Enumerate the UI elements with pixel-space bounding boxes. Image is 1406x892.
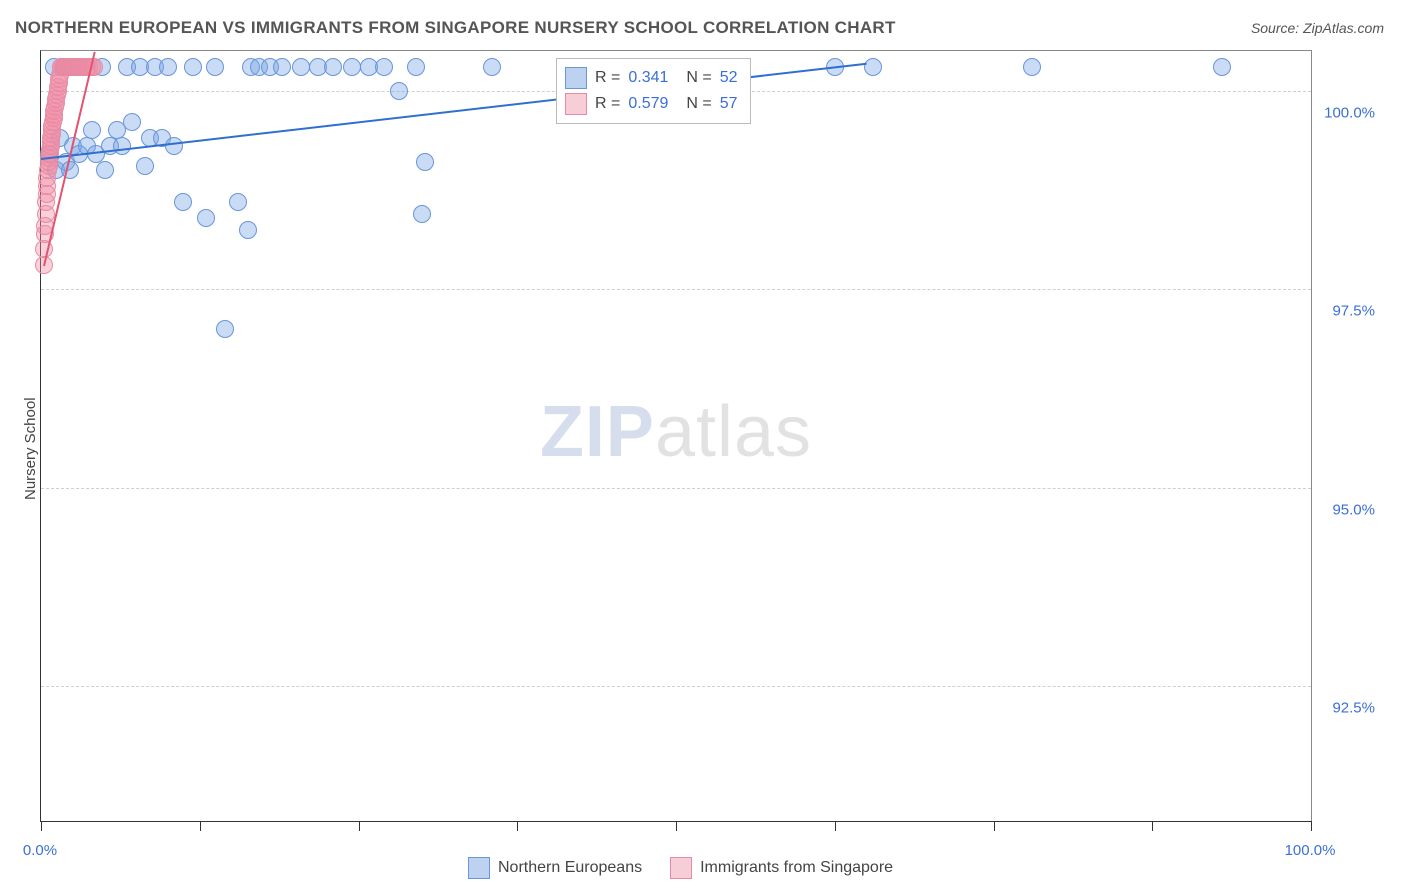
x-tick	[1311, 821, 1312, 831]
data-point-northern	[343, 58, 361, 76]
bottom-legend-item-northern: Northern Europeans	[468, 857, 642, 879]
legend-n-label: N =	[686, 95, 711, 113]
bottom-legend-item-singapore: Immigrants from Singapore	[670, 857, 893, 879]
x-tick-label: 100.0%	[1285, 842, 1336, 859]
data-point-northern	[184, 58, 202, 76]
data-point-northern	[83, 121, 101, 139]
watermark-left: ZIP	[540, 392, 655, 472]
data-point-northern	[483, 58, 501, 76]
source-value: ZipAtlas.com	[1303, 20, 1384, 36]
gridline-h	[41, 289, 1311, 290]
legend-r-label: R =	[595, 69, 620, 87]
bottom-legend-swatch-singapore	[670, 857, 692, 879]
legend-n-value: 57	[720, 95, 738, 113]
data-point-northern	[113, 137, 131, 155]
data-point-northern	[390, 82, 408, 100]
bottom-legend-label: Immigrants from Singapore	[700, 859, 893, 877]
scatter-plot-area: ZIPatlas 92.5%95.0%97.5%100.0%	[40, 50, 1312, 822]
data-point-northern	[229, 193, 247, 211]
legend-r-label: R =	[595, 95, 620, 113]
legend-n-label: N =	[686, 69, 711, 87]
data-point-northern	[375, 58, 393, 76]
y-tick-label: 100.0%	[1324, 104, 1375, 121]
data-point-northern	[159, 58, 177, 76]
x-tick	[41, 821, 42, 831]
bottom-legend-label: Northern Europeans	[498, 859, 642, 877]
legend-row-northern: R = 0.341 N = 52	[565, 65, 738, 91]
source-label: Source:	[1251, 20, 1299, 36]
data-point-northern	[216, 320, 234, 338]
data-point-northern	[407, 58, 425, 76]
legend-row-singapore: R = 0.579 N = 57	[565, 91, 738, 117]
gridline-h	[41, 686, 1311, 687]
x-tick	[676, 821, 677, 831]
data-point-northern	[239, 221, 257, 239]
data-point-northern	[136, 157, 154, 175]
x-tick	[1152, 821, 1153, 831]
series-legend: Northern Europeans Immigrants from Singap…	[468, 857, 893, 879]
y-tick-label: 97.5%	[1332, 303, 1375, 320]
data-point-northern	[273, 58, 291, 76]
watermark: ZIPatlas	[540, 391, 812, 473]
data-point-northern	[174, 193, 192, 211]
data-point-northern	[206, 58, 224, 76]
data-point-northern	[324, 58, 342, 76]
legend-r-value: 0.579	[628, 95, 668, 113]
x-tick	[200, 821, 201, 831]
bottom-legend-swatch-northern	[468, 857, 490, 879]
watermark-right: atlas	[655, 392, 812, 472]
data-point-northern	[864, 58, 882, 76]
legend-r-value: 0.341	[628, 69, 668, 87]
data-point-northern	[413, 205, 431, 223]
x-tick	[359, 821, 360, 831]
source-attribution: Source: ZipAtlas.com	[1251, 20, 1384, 36]
y-axis-label: Nursery School	[22, 397, 39, 500]
legend-n-value: 52	[720, 69, 738, 87]
data-point-northern	[165, 137, 183, 155]
correlation-legend: R = 0.341 N = 52 R = 0.579 N = 57	[556, 58, 751, 124]
gridline-h	[41, 488, 1311, 489]
y-tick-label: 92.5%	[1332, 700, 1375, 717]
legend-swatch-northern	[565, 67, 587, 89]
data-point-northern	[292, 58, 310, 76]
data-point-northern	[1213, 58, 1231, 76]
y-tick-label: 95.0%	[1332, 501, 1375, 518]
x-tick	[994, 821, 995, 831]
data-point-northern	[197, 209, 215, 227]
chart-title: NORTHERN EUROPEAN VS IMMIGRANTS FROM SIN…	[15, 18, 896, 38]
legend-swatch-singapore	[565, 93, 587, 115]
x-tick-label: 0.0%	[23, 842, 57, 859]
x-tick	[835, 821, 836, 831]
data-point-northern	[123, 113, 141, 131]
data-point-northern	[416, 153, 434, 171]
data-point-northern	[96, 161, 114, 179]
x-tick	[517, 821, 518, 831]
data-point-northern	[1023, 58, 1041, 76]
